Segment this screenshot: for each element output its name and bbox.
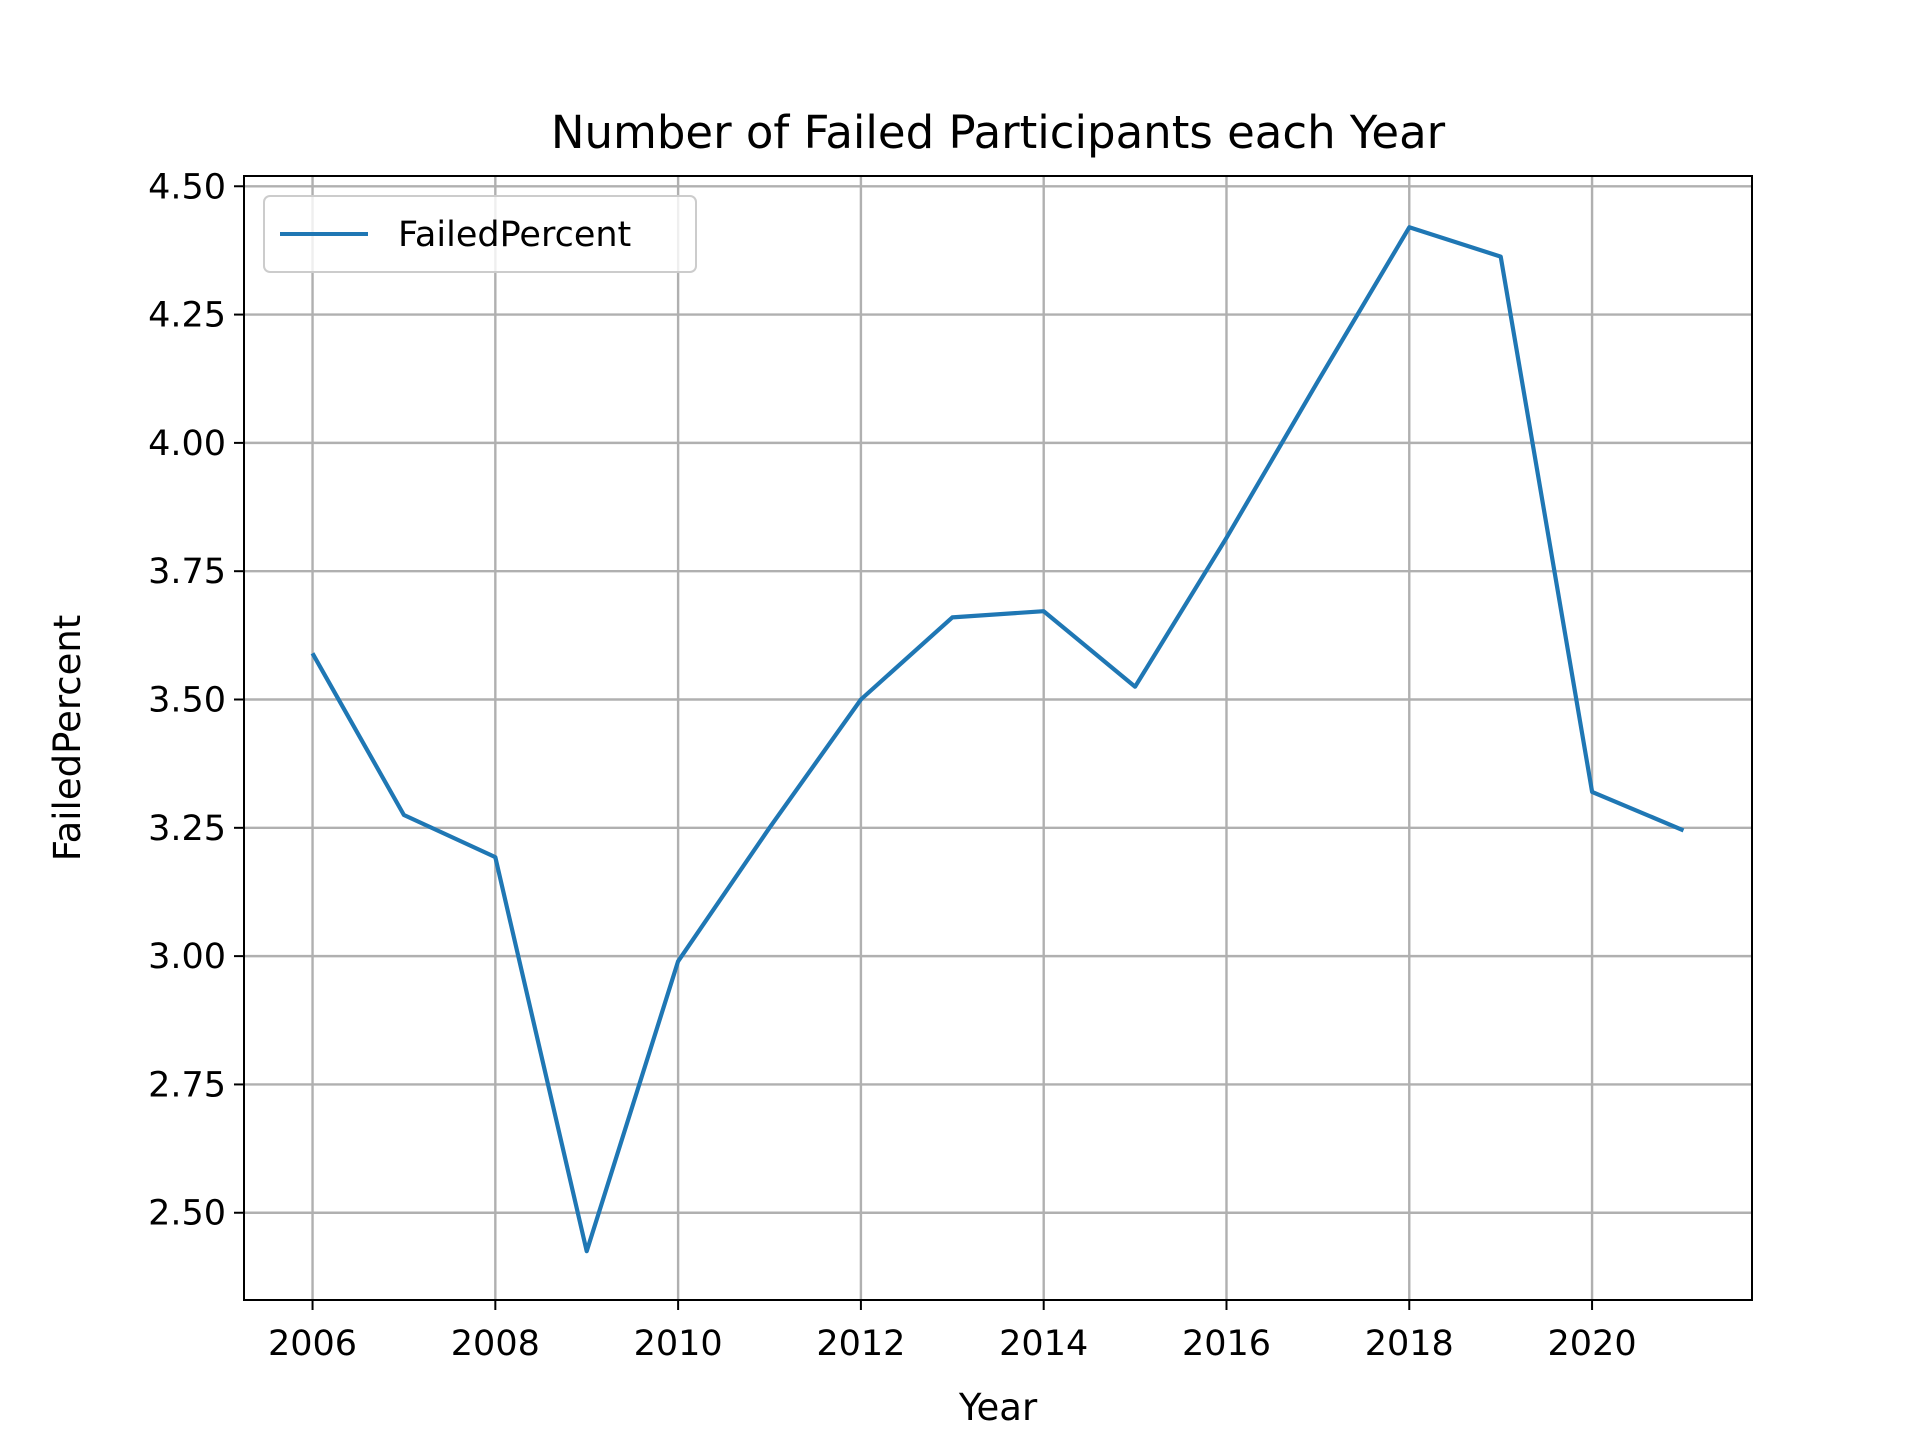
y-tick-label: 4.00 [148,424,226,464]
y-tick-label: 3.75 [148,552,226,592]
chart-title: Number of Failed Participants each Year [551,106,1446,159]
y-axis-label: FailedPercent [46,615,89,862]
x-tick-label: 2008 [451,1324,540,1364]
x-tick-label: 2010 [634,1324,723,1364]
x-tick-label: 2014 [999,1324,1088,1364]
y-tick-label: 3.25 [148,809,226,849]
series-line [310,225,1685,1254]
x-tick-label: 2020 [1548,1324,1637,1364]
y-tick-label: 3.50 [148,681,226,721]
x-axis-ticks: 2006 2008 2010 2012 2014 2016 2018 2020 [268,1300,1637,1364]
y-tick-label: 2.75 [148,1065,226,1105]
y-tick-label: 4.25 [148,296,226,336]
plot-area [310,225,1685,1254]
legend: FailedPercent [263,195,697,273]
x-tick-label: 2012 [816,1324,905,1364]
y-tick-label: 2.50 [148,1194,226,1234]
grid [244,176,1752,1300]
x-tick-label: 2016 [1182,1324,1271,1364]
x-axis-label: Year [958,1386,1038,1429]
y-tick-label: 3.00 [148,937,226,977]
x-tick-label: 2006 [268,1324,357,1364]
y-axis-ticks: 2.50 2.75 3.00 3.25 3.50 3.75 4.00 4.25 4.50 [148,167,244,1234]
legend-label: FailedPercent [398,215,631,255]
y-tick-label: 4.50 [148,167,226,207]
x-tick-label: 2018 [1365,1324,1454,1364]
legend-box [263,195,697,273]
axes-frame [243,175,1753,1301]
